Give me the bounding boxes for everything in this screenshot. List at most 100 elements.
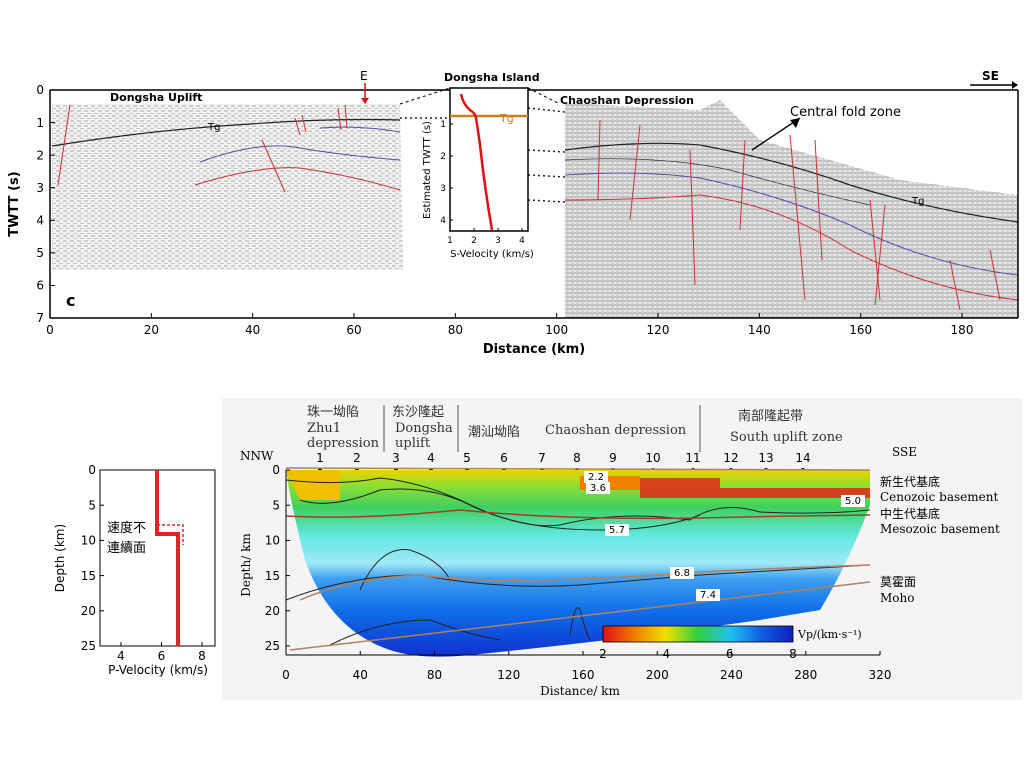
tick-label: 6: [726, 647, 734, 661]
tick-label: 200: [646, 668, 669, 682]
contour-label: 3.6: [590, 483, 606, 494]
tick-label: 4: [440, 216, 446, 226]
header-chaoshan-en: Chaoshan depression: [545, 423, 687, 438]
tick-label: 180: [951, 323, 974, 337]
tick-label: 7: [36, 311, 44, 325]
tick-label: 5: [36, 246, 44, 260]
contour-label-box: [605, 524, 629, 536]
tick-label: 320: [869, 668, 892, 682]
tick-label: 20: [265, 604, 280, 618]
tick-label: 4: [117, 649, 125, 663]
station-number: 9: [609, 451, 617, 465]
tick-label: 2: [36, 148, 44, 162]
station-number: 10: [645, 451, 660, 465]
seismic-data-right: [565, 100, 1018, 318]
dongsha-uplift-label: Dongsha Uplift: [110, 91, 202, 104]
direction-se-label: SE: [982, 69, 999, 83]
header-dongsha-en1: Dongsha: [395, 421, 453, 436]
tick-label: 1: [440, 120, 446, 130]
marker-e-arrowhead: [361, 98, 369, 104]
tick-label: 3: [440, 184, 446, 194]
top-y-ticks: 0 1 2 3 4 5 6 7: [36, 83, 55, 325]
station-number: 6: [500, 451, 508, 465]
top-y-axis-label: TWTT (s): [7, 171, 22, 236]
mesozoic-en-label: Mesozoic basement: [880, 522, 1000, 536]
cenozoic-en-label: Cenozoic basement: [880, 490, 998, 504]
tg-label-left: Tg: [207, 122, 220, 133]
contour-label: 5.7: [609, 525, 625, 536]
bottom-x-ticks: 0 40 80 120 160 200 240 280 320: [282, 651, 891, 682]
inset-x-ticks: 1 2 3 4: [447, 228, 525, 246]
bottom-y-axis-label: Depth/ km: [239, 533, 253, 597]
sse-label: SSE: [892, 445, 917, 459]
tick-label: 40: [245, 323, 260, 337]
header-south-cn: 南部隆起带: [738, 408, 803, 424]
velocity-colorbar: [602, 625, 794, 643]
discontinuity-label-2: 連續面: [107, 541, 146, 556]
tick-label: 6: [36, 279, 44, 293]
inset-y-axis-label: Estimated TWTT (s): [422, 121, 433, 219]
tick-label: 80: [448, 323, 463, 337]
tick-label: 4: [519, 236, 525, 246]
tick-label: 40: [353, 668, 368, 682]
station-number: 8: [573, 451, 581, 465]
station-number: 14: [795, 451, 810, 465]
contour-label: 5.0: [845, 496, 861, 507]
chaoshan-depression-label: Chaoshan Depression: [560, 94, 694, 107]
colorbar-ticks: 2 4 6 8: [599, 647, 797, 661]
top-x-ticks: 0 20 40 60 80 100 120 140 160 180: [46, 313, 973, 337]
header-south-en: South uplift zone: [730, 430, 843, 445]
tick-label: 10: [81, 534, 96, 548]
tick-label: 5: [88, 498, 96, 512]
contour-label-box: [586, 482, 610, 494]
s-velocity-curve: [459, 93, 494, 231]
inset-tg-label: Tg: [499, 112, 514, 125]
tick-label: 120: [647, 323, 670, 337]
tick-label: 0: [36, 83, 44, 97]
p-velocity-profile-panel: 0 5 10 15 20 25 4 6 8 Depth (km) P-Velocity (km…: [53, 463, 216, 677]
station-number: 1: [316, 451, 324, 465]
contour-label: 2.2: [588, 472, 604, 483]
fold-zone-arrow: [751, 117, 801, 151]
station-number: 12: [723, 451, 738, 465]
tick-label: 25: [265, 639, 280, 653]
inset-y-ticks: 1 2 3 4: [440, 120, 453, 226]
header-zhu1-en2: depression: [307, 436, 380, 451]
tick-label: 0: [88, 463, 96, 477]
station-number: 13: [758, 451, 773, 465]
tick-label: 5: [272, 498, 280, 512]
tg-label-right: Tg: [911, 196, 924, 207]
bottom-y-ticks: 0 5 10 15 20 25: [265, 463, 290, 653]
p-velocity-curve-dashed: [157, 524, 184, 545]
moho-en-label: Moho: [880, 591, 914, 605]
tick-label: 80: [427, 668, 442, 682]
tick-label: 25: [81, 639, 96, 653]
central-fold-zone-label: Central fold zone: [790, 105, 901, 120]
tick-label: 120: [497, 668, 520, 682]
fold-zone-arrowhead: [790, 118, 800, 128]
tick-label: 2: [440, 152, 446, 162]
bottom-x-axis-label: Distance/ km: [540, 684, 620, 698]
s-velocity-inset: Tg 1 2 3 4 1 2 3 4 Estimated TWTT (s) S-Veloci…: [422, 87, 534, 260]
tick-label: 0: [46, 323, 54, 337]
station-number: 5: [463, 451, 471, 465]
tick-label: 160: [572, 668, 595, 682]
tick-label: 2: [599, 647, 607, 661]
header-dongsha-en2: uplift: [395, 436, 431, 451]
direction-arrowhead: [1012, 81, 1018, 89]
contour-label: 6.8: [674, 568, 690, 579]
inset-x-axis-label: S-Velocity (km/s): [450, 249, 534, 260]
tick-label: 3: [495, 236, 501, 246]
marker-e-label: E: [360, 69, 368, 83]
tick-label: 140: [748, 323, 771, 337]
header-zhu1-en1: Zhu1: [307, 421, 341, 436]
tick-label: 10: [265, 534, 280, 548]
header-chaoshan-cn: 潮汕坳陷: [468, 425, 520, 440]
cenozoic-cn-label: 新生代基底: [880, 474, 940, 489]
tick-label: 4: [663, 647, 671, 661]
nnw-label: NNW: [240, 449, 274, 463]
tick-label: 1: [36, 116, 44, 130]
tick-label: 160: [849, 323, 872, 337]
contour-label-box: [841, 495, 865, 507]
station-number: 7: [538, 451, 546, 465]
